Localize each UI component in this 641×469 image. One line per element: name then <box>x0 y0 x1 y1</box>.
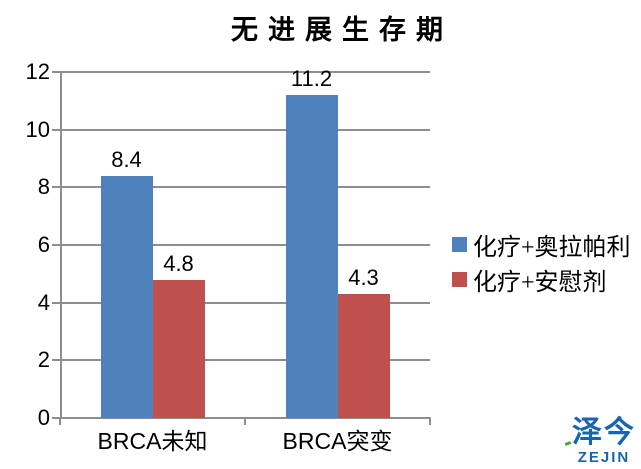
y-axis-tick-label: 2 <box>37 347 50 373</box>
x-axis-tick <box>59 417 61 425</box>
gridline <box>60 186 430 189</box>
gridline <box>60 359 430 362</box>
y-axis-tick <box>52 71 61 73</box>
gridline <box>60 71 430 73</box>
zejin-logo: 泽今 ZEJIN <box>564 416 636 466</box>
y-axis-tick <box>52 301 61 304</box>
y-axis-tick-label: 4 <box>37 289 50 315</box>
y-axis-tick-label: 10 <box>25 116 50 142</box>
gridline <box>60 301 430 304</box>
x-category-label: BRCA未知 <box>97 428 208 454</box>
logo-green-accent <box>564 441 572 446</box>
y-axis-tick-label: 8 <box>37 174 50 200</box>
gridline <box>60 244 430 246</box>
legend-label: 化疗+安慰剂 <box>473 269 607 296</box>
legend-label: 化疗+奥拉帕利 <box>473 234 631 261</box>
legend: 化疗+奥拉帕利 化疗+安慰剂 <box>452 230 631 300</box>
bar-blue-cat2 <box>285 95 338 418</box>
gridline <box>60 128 430 131</box>
bar-value-label: 4.3 <box>348 265 379 291</box>
y-axis-tick <box>52 417 61 419</box>
x-axis-tick <box>244 417 246 425</box>
y-axis-tick <box>52 128 61 131</box>
y-axis-tick-label: 0 <box>37 405 50 430</box>
y-axis-tick-label: 12 <box>25 59 50 84</box>
bar-red-cat2 <box>337 294 390 418</box>
bar-red-cat1 <box>152 279 205 418</box>
y-axis-tick <box>52 244 61 246</box>
y-axis-tick <box>52 359 61 362</box>
bar-value-label: 4.8 <box>163 250 194 276</box>
logo-chinese-text: 泽今 <box>572 416 636 449</box>
plot-area: 8.4 4.8 11.2 4.3 <box>60 67 430 418</box>
bar-blue-cat1 <box>100 175 153 418</box>
bar-value-label: 11.2 <box>290 66 333 92</box>
y-axis-tick <box>52 186 61 189</box>
logo-latin-text: ZEJIN <box>577 449 631 466</box>
chart-title: 无进展生存期 <box>231 15 453 45</box>
legend-item: 化疗+安慰剂 <box>452 265 631 296</box>
y-axis-tick-label: 6 <box>37 232 50 257</box>
legend-swatch <box>452 271 467 287</box>
x-axis-tick <box>429 417 431 425</box>
x-category-label: BRCA突变 <box>282 428 393 454</box>
legend-item: 化疗+奥拉帕利 <box>452 230 631 261</box>
legend-swatch <box>452 236 467 252</box>
bar-value-label: 8.4 <box>111 146 142 172</box>
